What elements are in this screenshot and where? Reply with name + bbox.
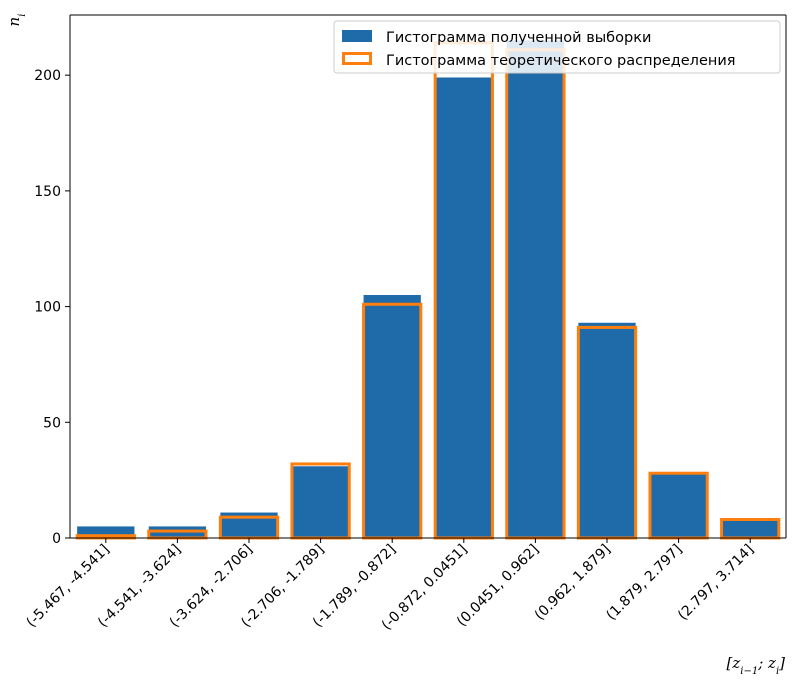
- y-axis-label: ni: [5, 14, 28, 27]
- legend-swatch-outline: [342, 52, 372, 65]
- filled-bars-group: [77, 40, 779, 539]
- y-tick-label: 150: [34, 184, 61, 200]
- legend: Гистограмма полученной выборки Гистограмм…: [333, 20, 781, 74]
- legend-label-outline: Гистограмма теоретического распределения: [386, 53, 736, 69]
- sample-bar: [77, 526, 135, 538]
- y-tick-label: 50: [43, 415, 61, 431]
- legend-swatch-filled: [342, 30, 372, 42]
- sample-bar: [363, 295, 421, 538]
- sample-bar: [506, 40, 565, 539]
- sample-bar: [649, 473, 708, 538]
- x-tick-label: (2.797, 3.714]: [675, 542, 757, 624]
- sample-bar: [578, 322, 636, 538]
- x-tick-label: (1.879, 2.797]: [603, 542, 685, 624]
- sample-bar: [435, 77, 493, 538]
- sample-bar: [291, 466, 350, 538]
- y-tick-label: 0: [52, 531, 61, 547]
- sample-bar: [721, 519, 779, 538]
- legend-label-filled: Гистограмма полученной выборки: [386, 30, 651, 46]
- y-tick-label: 100: [34, 300, 61, 316]
- x-tick-label: (0.962, 1.879]: [532, 542, 614, 624]
- y-tick-label: 200: [34, 68, 61, 84]
- outline-bars-group: [75, 41, 781, 540]
- legend-frame: [333, 20, 781, 74]
- x-axis-label: [zi−1; zi]: [726, 654, 785, 677]
